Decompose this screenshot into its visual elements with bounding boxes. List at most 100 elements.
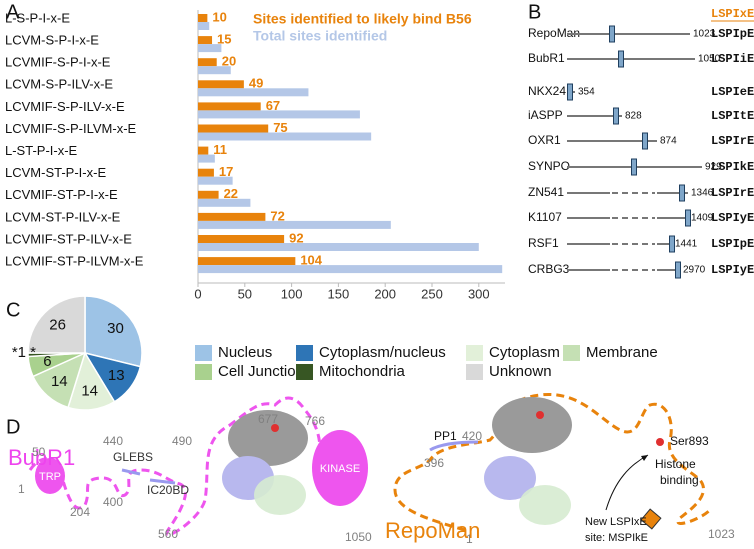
bar bbox=[198, 58, 217, 67]
new-site-label: site: MSPIkE bbox=[585, 532, 648, 544]
value-label: 75 bbox=[273, 120, 287, 135]
bar bbox=[198, 146, 209, 155]
protein-length: 1050 bbox=[698, 54, 721, 65]
value-label: 72 bbox=[270, 208, 284, 223]
pie-slice bbox=[84, 295, 143, 368]
protein-name: K1107 bbox=[528, 210, 562, 224]
protein-name: NKX24 bbox=[528, 84, 566, 98]
protein-name: RSF1 bbox=[528, 236, 559, 250]
protein-name: CRBG3 bbox=[528, 262, 570, 276]
value-label: 15 bbox=[217, 32, 231, 47]
motif: LSPIeE bbox=[711, 85, 754, 99]
domain-label: TRP bbox=[39, 471, 61, 483]
residue-number: 490 bbox=[172, 434, 192, 448]
residue-number: 560 bbox=[158, 527, 178, 541]
motif: LSPIkE bbox=[711, 160, 754, 174]
protein-name: iASPP bbox=[528, 108, 563, 122]
residue-number: 677 bbox=[258, 412, 278, 426]
legend-swatch bbox=[563, 345, 580, 361]
residue-number: 400 bbox=[103, 495, 123, 509]
bar bbox=[198, 132, 372, 141]
bar bbox=[198, 88, 309, 97]
protein-name: SYNPO bbox=[528, 159, 570, 173]
value-label: 20 bbox=[222, 54, 236, 69]
legend-entry: Unknown bbox=[489, 363, 552, 380]
motif-box bbox=[631, 158, 637, 176]
category-label: LCVM-ST-P-ILV-x-E bbox=[5, 209, 121, 224]
protein-length: 1441 bbox=[675, 239, 698, 250]
protein-length: 354 bbox=[578, 87, 595, 98]
residue-number: 50 bbox=[32, 445, 46, 459]
bar bbox=[198, 22, 210, 30]
value-label: 49 bbox=[249, 76, 263, 91]
x-tick-label: 250 bbox=[421, 286, 443, 301]
legend-swatch bbox=[195, 345, 212, 361]
value-label: 17 bbox=[219, 164, 233, 179]
bar bbox=[198, 80, 244, 89]
bar bbox=[198, 235, 285, 243]
motif: LSPItE bbox=[711, 109, 754, 123]
bar bbox=[198, 198, 251, 207]
domain-segment bbox=[429, 440, 479, 452]
motif-box bbox=[675, 261, 681, 279]
category-label: L-ST-P-I-x-E bbox=[5, 143, 78, 158]
motif-box bbox=[609, 25, 615, 43]
protein-name: BubR1 bbox=[8, 445, 75, 470]
bar bbox=[198, 243, 479, 251]
category-label: LCVMIF-S-P-I-x-E bbox=[5, 55, 111, 70]
residue-number: 766 bbox=[305, 414, 325, 428]
slice-label: 30 bbox=[107, 320, 124, 337]
pie-slice bbox=[27, 295, 86, 354]
category-label: LCVM-S-P-I-x-E bbox=[5, 33, 99, 48]
panel-letter: A bbox=[6, 1, 20, 23]
motif-box bbox=[685, 209, 691, 227]
arrow bbox=[605, 454, 649, 511]
function-label: Histone bbox=[655, 457, 696, 471]
x-tick-label: 200 bbox=[374, 286, 396, 301]
legend-entry: Total sites identified bbox=[253, 28, 387, 44]
bar bbox=[198, 154, 215, 163]
residue-number: 204 bbox=[70, 505, 90, 519]
bar bbox=[198, 257, 296, 266]
domain-label: IC20BD bbox=[147, 483, 189, 497]
category-label: LCVMIF-S-P-ILVM-x-E bbox=[5, 121, 137, 136]
domain-ellipse bbox=[312, 430, 368, 506]
legend-entry: Mitochondria bbox=[319, 363, 406, 380]
repoman-diagram: RepoMan PP1 420 396 1 1023 Ser893 Histon… bbox=[385, 392, 735, 546]
residue-number: 1 bbox=[466, 532, 473, 546]
panel-letter: B bbox=[528, 1, 541, 23]
slice-label: 26 bbox=[49, 317, 66, 334]
legend-swatch bbox=[296, 364, 313, 380]
motif-box bbox=[613, 107, 619, 125]
bar bbox=[198, 44, 222, 53]
protein-name: RepoMan bbox=[385, 518, 480, 543]
domain-label: GLEBS bbox=[113, 450, 153, 464]
value-label: 22 bbox=[224, 186, 238, 201]
bar bbox=[198, 124, 269, 133]
x-tick-label: 300 bbox=[468, 286, 490, 301]
value-label: 92 bbox=[289, 230, 303, 245]
protein-length: 1409 bbox=[691, 213, 714, 224]
bar bbox=[198, 176, 233, 185]
bar bbox=[198, 212, 266, 221]
motif: LSPIrE bbox=[711, 186, 754, 200]
bar bbox=[198, 14, 208, 22]
motif: LSPIyE bbox=[711, 211, 754, 225]
category-label: LCVMIF-ST-P-ILV-x-E bbox=[5, 231, 132, 246]
structure-blob bbox=[254, 475, 306, 515]
panel-letter: C bbox=[6, 299, 20, 321]
x-tick-label: 100 bbox=[281, 286, 303, 301]
value-label: 10 bbox=[212, 9, 226, 24]
legend-entry: Cytoplasm bbox=[489, 344, 560, 361]
legend-swatch bbox=[195, 364, 212, 380]
slice-label: 6 bbox=[43, 353, 51, 370]
domain-ellipse bbox=[35, 458, 65, 494]
protein-length: 828 bbox=[625, 111, 642, 122]
legend-entry: Membrane bbox=[586, 344, 658, 361]
bubr1-diagram: BubR1 TRP GLEBS IC20BD KINASE 50 1 204 4… bbox=[8, 396, 372, 544]
new-site-label: New LSPIxE bbox=[585, 516, 647, 528]
category-label: LCVMIF-ST-P-ILVM-x-E bbox=[5, 254, 144, 269]
legend-swatch bbox=[466, 364, 483, 380]
structure-blob bbox=[519, 485, 571, 525]
residue-number: 1 bbox=[18, 482, 25, 496]
